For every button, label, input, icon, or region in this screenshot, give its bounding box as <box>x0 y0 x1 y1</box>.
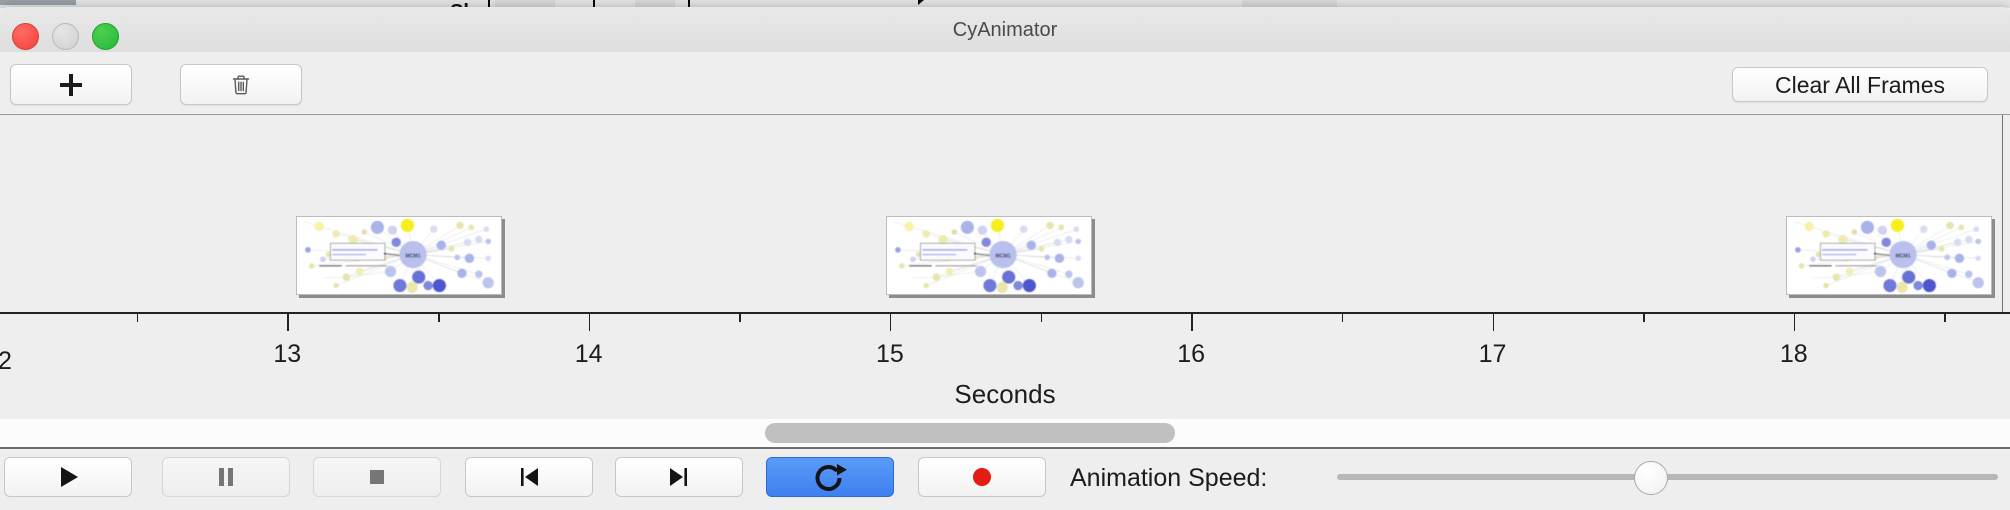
svg-text:MCM1: MCM1 <box>1895 253 1910 259</box>
svg-text:MCM1: MCM1 <box>405 253 420 259</box>
svg-text:MCM1: MCM1 <box>995 253 1010 259</box>
